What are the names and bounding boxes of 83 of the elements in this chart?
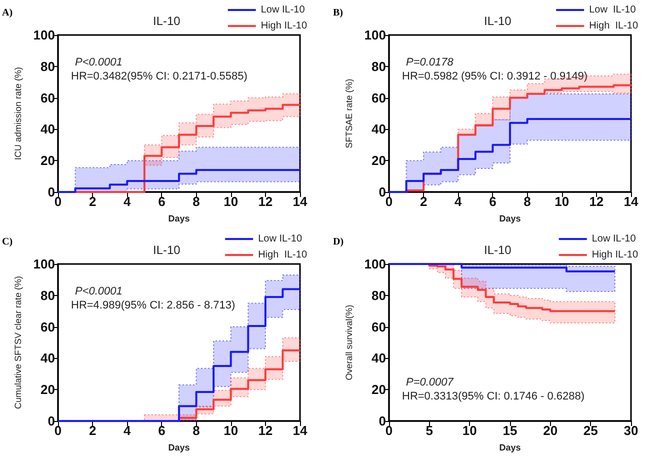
annotation: P=0.0007 <box>406 376 454 388</box>
x-tick-label: 10 <box>554 194 570 209</box>
text: B) <box>333 8 343 18</box>
chart-title: IL-10 <box>153 243 181 257</box>
x-tick-label: 14 <box>292 423 308 438</box>
y-axis-title: Cumulative SFTSV clear rate (%) <box>12 276 23 410</box>
annotation: HR=4.989(95% CI: 2.856 - 8.713) <box>71 300 236 312</box>
y-axis-title: ICU admission rate (%) <box>12 66 23 160</box>
x-tick-label: 25 <box>583 423 598 438</box>
chart-title: IL-10 <box>484 243 512 257</box>
annotation: P<0.0001 <box>75 56 122 68</box>
legend-label: Low IL-10 <box>258 234 302 244</box>
y-axis-title: Overall survival(%) <box>344 304 354 380</box>
chart-title: IL-10 <box>484 14 512 28</box>
y-tick-label: 80 <box>40 58 55 74</box>
text: A) <box>2 8 13 18</box>
annotation: HR=0.3482(95% CI: 0.2171-0.5585) <box>71 70 248 82</box>
annotation: HR=0.5982 (95% CI: 0.3912 - 0.9149) <box>402 70 588 82</box>
legend-label: High IL-10 <box>260 20 308 32</box>
y-tick-label: 80 <box>40 288 55 303</box>
x-tick-label: 2 <box>420 194 428 209</box>
x-tick-label: 4 <box>124 194 132 209</box>
chart-title: IL-10 <box>153 14 181 28</box>
y-tick-label: 20 <box>372 153 386 168</box>
x-tick-label: 6 <box>158 423 166 438</box>
x-tick-label: 2 <box>88 194 96 209</box>
x-tick-label: 4 <box>124 423 132 438</box>
y-tick-label: 100 <box>33 28 55 42</box>
x-tick-label: 8 <box>192 194 200 209</box>
x-tick-label: 2 <box>88 423 96 438</box>
y-tick-label: 20 <box>40 382 55 398</box>
x-tick-label: 15 <box>502 423 518 438</box>
x-tick-label: 4 <box>454 194 463 209</box>
annotation: HR=0.3313(95% CI: 0.1746 - 0.6288) <box>402 390 585 402</box>
annotation: P=0.0178 <box>406 56 454 68</box>
y-tick-label: 80 <box>372 288 386 303</box>
x-tick-label: 10 <box>224 423 238 438</box>
x-tick-label: 30 <box>624 423 638 438</box>
y-axis-title: SFTSAE rate (%) <box>344 78 354 148</box>
x-tick-label: 6 <box>158 194 166 209</box>
legend-label: High IL-10 <box>589 20 638 32</box>
y-tick-label: 20 <box>40 153 55 168</box>
x-tick-label: 10 <box>224 194 238 209</box>
x-tick-label: 10 <box>462 423 477 438</box>
x-axis-title: Days <box>168 442 190 452</box>
legend-label: High IL-10 <box>592 250 638 260</box>
x-tick-label: 5 <box>426 423 433 438</box>
y-tick-label: 60 <box>372 319 386 334</box>
x-axis-title: Days <box>499 214 521 224</box>
y-tick-label: 0 <box>48 414 55 428</box>
y-tick-label: 40 <box>372 122 386 137</box>
x-tick-label: 8 <box>192 423 200 438</box>
x-tick-label: 14 <box>292 194 308 209</box>
y-tick-label: 100 <box>33 256 55 272</box>
y-tick-label: 40 <box>40 122 55 137</box>
x-tick-label: 12 <box>258 194 273 209</box>
x-axis-title: Days <box>499 442 521 452</box>
legend-label: Low IL-10 <box>589 4 636 16</box>
y-tick-label: 60 <box>40 90 55 106</box>
legend-label: Low IL-10 <box>260 4 306 16</box>
y-tick-label: 100 <box>364 28 386 42</box>
y-tick-label: 20 <box>372 382 386 398</box>
text: D) <box>333 236 344 248</box>
y-tick-label: 60 <box>40 319 55 334</box>
y-tick-label: 40 <box>372 350 386 366</box>
x-tick-label: 8 <box>524 194 531 209</box>
y-tick-label: 40 <box>40 350 55 366</box>
y-tick-label: 0 <box>378 184 386 200</box>
y-tick-label: 80 <box>372 58 386 74</box>
x-axis-title: Days <box>168 214 190 224</box>
x-tick-label: 20 <box>543 423 558 438</box>
x-tick-label: 14 <box>624 194 639 209</box>
x-tick-label: 12 <box>589 194 604 209</box>
x-tick-label: 6 <box>489 194 496 209</box>
x-tick-label: 12 <box>258 423 273 438</box>
y-tick-label: 100 <box>364 256 386 272</box>
y-tick-label: 60 <box>372 90 386 106</box>
y-tick-label: 0 <box>48 184 55 200</box>
text: C) <box>2 236 13 248</box>
y-tick-label: 0 <box>378 414 386 428</box>
legend-label: Low IL-10 <box>592 234 636 244</box>
annotation: P<0.0001 <box>75 286 122 298</box>
legend-label: High IL-10 <box>258 250 308 260</box>
